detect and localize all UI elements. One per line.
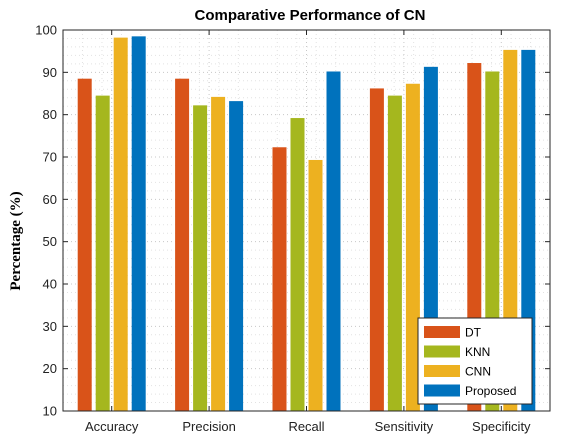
bar-dt-recall [272,147,287,411]
x-tick-label: Precision [182,419,235,434]
bar-dt-precision [175,78,190,411]
bar-proposed-recall [326,71,341,411]
x-tick-label: Accuracy [85,419,139,434]
legend-swatch-proposed [424,384,460,397]
y-axis-label: Percentage (%) [8,191,24,290]
chart-title: Comparative Performance of CN [195,7,426,24]
y-tick-label: 40 [43,277,57,292]
legend-swatch-cnn [424,365,460,377]
legend-swatch-knn [424,345,460,358]
bar-cnn-accuracy [113,37,128,412]
bar-cnn-precision [211,96,226,412]
x-axis-ticks: Accuracy Precision Recall Sensitivity Specif… [85,30,531,434]
legend: DT KNN CNN Proposed [417,317,533,405]
bar-cnn-sensitivity [405,83,420,411]
legend-label-knn: KNN [465,345,490,359]
legend-label-cnn: CNN [465,365,491,379]
y-axis-ticks: 10 20 30 40 50 60 70 80 90 100 [35,23,550,419]
bar-proposed-accuracy [131,36,146,411]
bars-group [77,36,536,412]
x-tick-label: Specificity [472,419,531,434]
x-tick-label: Recall [288,419,324,434]
x-tick-label: Sensitivity [375,419,434,434]
y-tick-label: 90 [43,65,57,80]
y-tick-label: 60 [43,192,57,207]
y-tick-label: 80 [43,107,57,122]
y-tick-label: 20 [43,361,57,376]
bar-proposed-precision [229,101,244,412]
legend-swatch-dt [424,326,460,338]
bar-dt-accuracy [77,78,92,411]
y-tick-label: 70 [43,150,57,165]
bar-knn-accuracy [95,95,110,411]
bar-cnn-recall [308,159,323,411]
bar-knn-recall [290,118,305,411]
y-tick-label: 10 [43,404,57,419]
y-tick-label: 50 [43,234,57,249]
legend-label-proposed: Proposed [465,384,516,398]
bar-dt-sensitivity [369,88,384,412]
bar-knn-precision [193,105,208,411]
bar-knn-sensitivity [387,95,402,411]
y-tick-label: 30 [43,319,57,334]
y-tick-label: 100 [35,23,57,38]
legend-label-dt: DT [465,326,482,340]
